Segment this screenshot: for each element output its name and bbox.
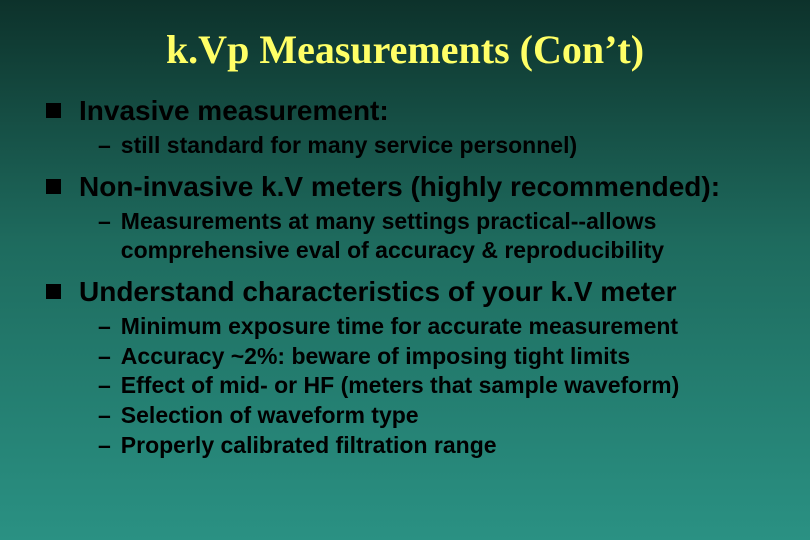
- sub-bullet-item: – still standard for many service person…: [98, 131, 790, 160]
- sub-bullet-text: still standard for many service personne…: [121, 131, 577, 160]
- bullet-text: Invasive measurement:: [79, 95, 389, 127]
- dash-icon: –: [98, 401, 111, 430]
- sub-bullet-item: – Measurements at many settings practica…: [98, 207, 790, 265]
- square-bullet-icon: [46, 103, 61, 118]
- dash-icon: –: [98, 207, 111, 236]
- dash-icon: –: [98, 431, 111, 460]
- dash-icon: –: [98, 342, 111, 371]
- bullet-item: Understand characteristics of your k.V m…: [46, 276, 790, 308]
- sub-bullet-text: Effect of mid- or HF (meters that sample…: [121, 371, 680, 400]
- sub-bullet-item: – Selection of waveform type: [98, 401, 790, 430]
- sub-bullet-text: Measurements at many settings practical-…: [121, 207, 790, 265]
- sub-bullet-item: – Minimum exposure time for accurate mea…: [98, 312, 790, 341]
- bullet-item: Non-invasive k.V meters (highly recommen…: [46, 171, 790, 203]
- sub-bullet-text: Accuracy ~2%: beware of imposing tight l…: [121, 342, 630, 371]
- dash-icon: –: [98, 371, 111, 400]
- sub-bullet-text: Properly calibrated filtration range: [121, 431, 497, 460]
- sub-bullet-text: Minimum exposure time for accurate measu…: [121, 312, 678, 341]
- sub-bullet-item: – Properly calibrated filtration range: [98, 431, 790, 460]
- sub-bullet-item: – Effect of mid- or HF (meters that samp…: [98, 371, 790, 400]
- bullet-item: Invasive measurement:: [46, 95, 790, 127]
- bullet-text: Understand characteristics of your k.V m…: [79, 276, 677, 308]
- slide: k.Vp Measurements (Con’t) Invasive measu…: [0, 0, 810, 540]
- sub-bullet-text: Selection of waveform type: [121, 401, 419, 430]
- bullet-text: Non-invasive k.V meters (highly recommen…: [79, 171, 720, 203]
- square-bullet-icon: [46, 284, 61, 299]
- dash-icon: –: [98, 312, 111, 341]
- sub-bullet-item: – Accuracy ~2%: beware of imposing tight…: [98, 342, 790, 371]
- dash-icon: –: [98, 131, 111, 160]
- slide-title: k.Vp Measurements (Con’t): [20, 26, 790, 73]
- square-bullet-icon: [46, 179, 61, 194]
